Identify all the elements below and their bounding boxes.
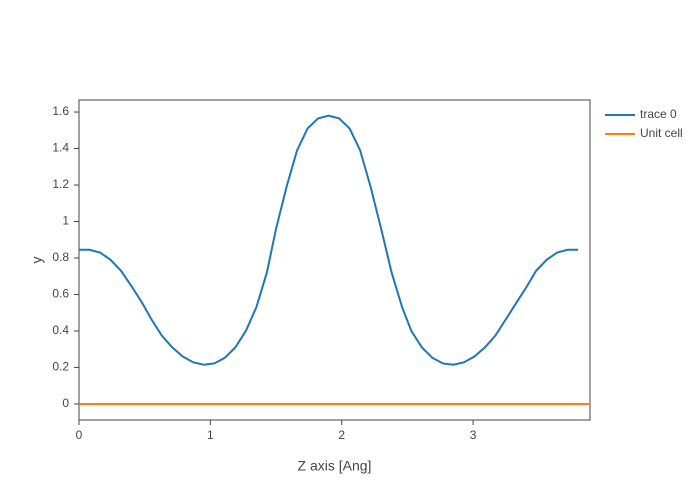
x-tick-label: 3 — [470, 428, 477, 442]
legend-label: Unit cell — [640, 126, 683, 140]
y-tick-label: 1.4 — [52, 141, 69, 155]
y-tick-label: 1.6 — [52, 104, 69, 118]
y-tick-label: 0.2 — [52, 360, 69, 374]
x-axis-label: Z axis [Ang] — [298, 458, 372, 474]
plot-frame — [78, 99, 591, 421]
y-tick-label: 0.6 — [52, 287, 69, 301]
y-tick-label: 1.2 — [52, 177, 69, 191]
x-tick-label: 2 — [338, 428, 345, 442]
y-tick-label: 0 — [62, 396, 69, 410]
legend-label: trace 0 — [640, 107, 677, 121]
y-tick-label: 0.8 — [52, 250, 69, 264]
x-tick-label: 1 — [207, 428, 214, 442]
y-axis-label: y — [29, 257, 45, 264]
y-tick-label: 0.4 — [52, 323, 69, 337]
x-tick-label: 0 — [76, 428, 83, 442]
y-tick-label: 1 — [62, 214, 69, 228]
line-series — [79, 114, 579, 366]
